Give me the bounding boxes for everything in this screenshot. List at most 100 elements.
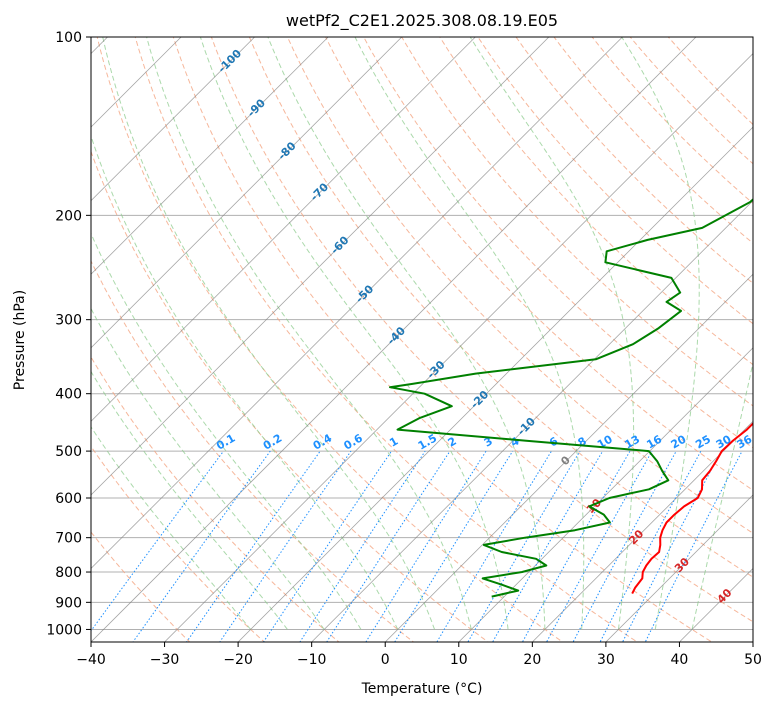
mixing-ratio-label: 0.4: [311, 431, 335, 452]
moist-adiabat-line: [469, 37, 635, 630]
x-tick-label: 10: [450, 652, 468, 668]
x-tick-label: −10: [297, 652, 327, 668]
plot-frame: [90, 36, 754, 643]
moist-adiabat-line: [146, 37, 472, 630]
y-tick-label: 400: [55, 387, 82, 403]
x-tick-label: 0: [381, 652, 390, 668]
x-tick-label: −30: [150, 652, 180, 668]
mixing-ratio-label: 16: [644, 432, 664, 451]
isotherm-line: [91, 37, 697, 642]
isotherm-label: -70: [308, 180, 331, 203]
isotherm-line: [605, 494, 753, 642]
pressure-gridlines: [91, 37, 753, 630]
isotherm-line: [91, 37, 403, 349]
x-axis-label: Temperature (°C): [361, 681, 483, 697]
isotherm-line: [384, 273, 753, 642]
mixing-ratio-line: [185, 450, 321, 642]
isotherms: [91, 37, 753, 642]
isotherm-line: [91, 37, 623, 570]
y-tick-label: 500: [55, 444, 82, 460]
moist-adiabat-line: [621, 37, 700, 630]
dewpoint-profile-line: [389, 198, 753, 598]
isotherm-label: -60: [328, 233, 351, 256]
mixing-ratio-line: [326, 450, 451, 642]
moist-adiabat-line: [354, 37, 585, 630]
isotherm-line: [91, 37, 329, 275]
moist-adiabat-line: [691, 360, 753, 630]
isotherm-line: [311, 200, 753, 642]
mixing-ratio-line: [299, 450, 426, 642]
moist-adiabat-line: [102, 37, 436, 630]
y-tick-label: 1000: [46, 622, 82, 638]
dry-adiabat-line: [91, 445, 266, 642]
dry-adiabat-line: [553, 37, 753, 244]
x-tick-label: 40: [671, 652, 689, 668]
mixing-ratio-label: 20: [669, 432, 689, 451]
plot-area: -100-90-80-70-60-50-40-30-20-10010203040…: [91, 37, 754, 642]
x-tick-label: 30: [597, 652, 615, 668]
mixing-ratio-line: [219, 450, 352, 642]
isotherm-label: -40: [385, 324, 408, 347]
dry-adiabat-line: [91, 531, 191, 642]
mixing-ratio-line: [467, 450, 581, 642]
isotherm-line: [752, 641, 753, 642]
moist-adiabats: [91, 37, 753, 630]
mixing-ratio-line: [546, 450, 653, 642]
x-axis-ticks: −40 −30 −20 −10 0 10 20 30 40 50: [76, 642, 762, 668]
y-axis-ticks: 100 200 300 400 500 600 700 800 900 1000: [46, 30, 91, 638]
moist-adiabat-line: [91, 426, 252, 630]
y-tick-label: 200: [55, 208, 82, 224]
isotherm-label: -50: [353, 282, 376, 305]
mixing-ratio-line: [365, 450, 487, 642]
mixing-ratio-label: 25: [693, 433, 713, 452]
mixing-ratio-lines: [91, 450, 743, 642]
mixing-ratio-line: [436, 450, 552, 642]
mixing-ratio-line: [644, 450, 743, 642]
isotherm-line: [164, 52, 753, 642]
mixing-ratio-label: 0.1: [214, 432, 237, 453]
y-tick-label: 600: [55, 491, 82, 507]
x-tick-label: −40: [76, 652, 106, 668]
dry-adiabat-line: [248, 37, 753, 578]
mixing-ratio-label: 36: [734, 432, 754, 451]
isotherm-line: [679, 567, 753, 642]
mixing-ratio-label: 1.5: [416, 432, 439, 453]
isotherm-label: -100: [215, 47, 244, 76]
moist-adiabat-line: [91, 232, 362, 630]
x-tick-label: −20: [223, 652, 253, 668]
sounding-profiles: [389, 198, 753, 598]
isotherm-label: -10: [515, 415, 538, 438]
y-tick-label: 900: [55, 595, 82, 611]
y-tick-label: 300: [55, 313, 82, 329]
y-tick-label: 100: [55, 30, 82, 46]
x-tick-label: 20: [523, 652, 541, 668]
isotherm-line: [532, 420, 753, 642]
dry-adiabat-line: [134, 37, 639, 642]
dry-adiabat-line: [667, 37, 753, 126]
x-tick-label: 50: [744, 652, 762, 668]
isotherm-line: [237, 126, 753, 642]
y-tick-label: 700: [55, 531, 82, 547]
moist-adiabat-line: [267, 37, 546, 630]
dry-adiabat-line: [401, 37, 753, 407]
dry-adiabat-line: [286, 37, 753, 534]
mixing-ratio-line: [262, 450, 392, 642]
moist-adiabat-line: [91, 134, 399, 630]
mixing-ratio-line: [521, 450, 631, 642]
isotherm-line: [458, 347, 753, 642]
isotherm-line: [91, 37, 255, 202]
mixing-ratio-label: 0.2: [261, 432, 284, 453]
isotherm-line: [91, 37, 550, 496]
isotherm-label: 40: [715, 586, 735, 606]
mixing-ratio-label: 4: [508, 434, 521, 449]
mixing-ratio-line: [91, 450, 224, 632]
mixing-ratio-line: [599, 450, 702, 642]
mixing-ratio-line: [394, 450, 514, 642]
moist-adiabat-line: [199, 37, 509, 630]
chart-title: wetPf2_C2E1.2025.308.08.19.E05: [286, 11, 558, 31]
mixing-ratio-labels: 0.1 0.2 0.4 0.6 1 1.5 2 3 4 6 8 10 13 16 20 25 30 36: [214, 431, 754, 453]
dry-adiabat-line: [91, 259, 415, 642]
isotherm-label: -80: [275, 139, 298, 162]
